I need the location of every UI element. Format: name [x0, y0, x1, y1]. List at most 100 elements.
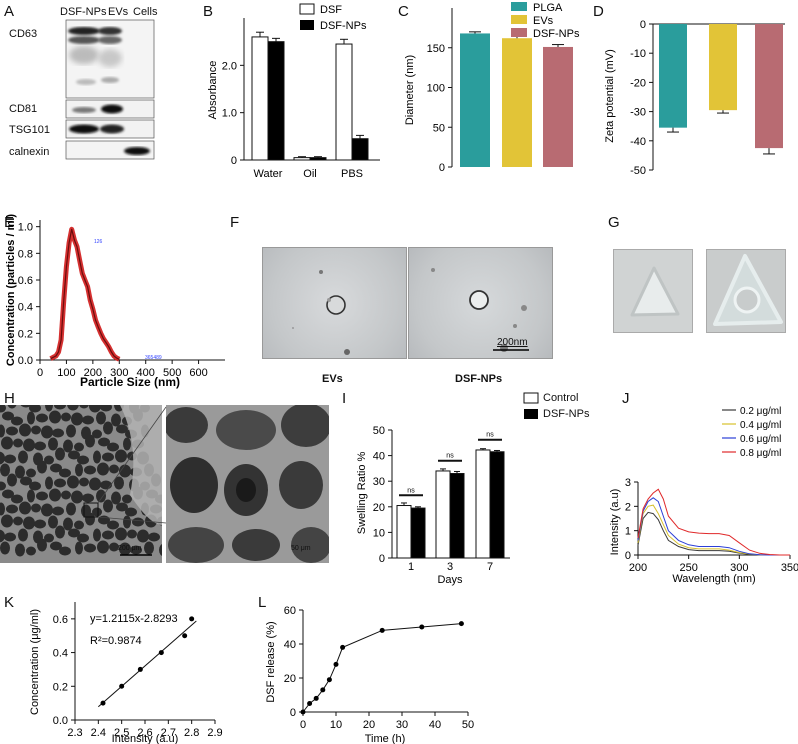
chart-j-xlabel: Wavelength (nm)	[672, 573, 755, 585]
chart-k-fit-line	[98, 620, 197, 708]
sem-pore	[50, 463, 62, 473]
tem-label-evs: EVs	[322, 373, 343, 385]
chart-l-xtick-label: 50	[462, 719, 474, 731]
sem-pore	[74, 442, 84, 452]
chart-l-ytick-label: 20	[284, 673, 296, 685]
sem-pore	[34, 519, 46, 529]
sem-pore	[77, 455, 89, 465]
sem-pore	[4, 454, 16, 464]
chart-i-bar	[435, 470, 451, 559]
blot-marker-tsg101: TSG101	[9, 124, 50, 136]
sem-pore	[84, 543, 96, 553]
sem-pore	[116, 502, 128, 512]
blot-col-evs: EVs	[108, 6, 129, 18]
chart-j-ytick-label: 3	[625, 477, 631, 489]
chart-c-bar	[460, 33, 490, 167]
chart-j-ytick-label: 2	[625, 501, 631, 513]
sem-pore	[0, 502, 5, 516]
sem-pore	[52, 506, 64, 516]
chart-k-equation: y=1.2115x-2.8293	[90, 613, 178, 625]
sem-pore	[36, 491, 48, 501]
sem-pore	[85, 512, 95, 526]
panel-letter-j: J	[622, 390, 630, 407]
chart-k-ytick-label: 0.6	[53, 614, 68, 626]
chart-j-ytick-label: 0	[625, 550, 631, 562]
sem-pore	[93, 450, 101, 464]
chart-e-xtick-label: 300	[110, 367, 128, 379]
chart-c-bar	[502, 38, 532, 168]
sem-pore	[45, 405, 53, 412]
chart-l-point	[326, 677, 332, 683]
sem-pore	[0, 529, 5, 543]
chart-j-ylabel: Intensity (a.u)	[610, 489, 621, 556]
chart-i-bar	[410, 507, 426, 559]
panel-letter-h: H	[4, 390, 15, 407]
sem-pore	[18, 528, 28, 542]
sem-pore	[23, 438, 35, 452]
sem-pore	[48, 515, 58, 529]
sem-pore	[116, 424, 128, 434]
sem-pore	[111, 413, 121, 427]
chart-c-ytick-label: 50	[433, 122, 445, 134]
sem-pore	[132, 517, 144, 527]
sem-pore	[123, 437, 131, 451]
sem-pore	[123, 515, 131, 529]
sem-pore	[109, 542, 119, 552]
panel-letter-f: F	[230, 214, 240, 231]
chart-b-ylabel: Absorbance	[207, 61, 219, 120]
sem-pore	[114, 476, 124, 490]
chart-b-absorbance: 0 1.0 2.0 Water Oil PBS Absorbance DSF DSF-N…	[207, 3, 380, 180]
tem-image-evs	[262, 247, 407, 359]
chart-k-xtick-label: 2.5	[114, 727, 129, 739]
chart-b-ytick-label: 1.0	[222, 108, 237, 120]
sem-pore	[93, 528, 101, 542]
sem-pore	[54, 478, 66, 488]
chart-b-bar	[267, 41, 285, 161]
chart-k-point	[182, 633, 188, 639]
tem-image-dsfnps: 200nm	[408, 247, 553, 359]
chart-k-xtick-label: 2.7	[161, 727, 176, 739]
sem-pore	[92, 507, 102, 517]
chart-k-xtick-label: 2.4	[91, 727, 106, 739]
sem-pore	[44, 455, 54, 465]
sem-pore	[107, 520, 119, 530]
blot-marker-cd81: CD81	[9, 103, 38, 115]
chart-j-series-line	[637, 504, 790, 556]
chart-e-ytick-label: 0.2	[18, 328, 33, 340]
chart-c-legend-evs: EVs	[533, 15, 554, 27]
chart-i-ytick-label: 50	[373, 425, 385, 437]
chart-i-bar	[449, 473, 465, 559]
sem-pore	[13, 438, 23, 448]
chart-b-category-label: Oil	[303, 168, 316, 180]
panel-letter-e: E	[4, 214, 15, 231]
chart-i-category-label: 7	[487, 561, 493, 573]
chart-b-ytick-label: 2.0	[222, 60, 237, 72]
sem-pore	[29, 405, 41, 413]
sem-pore	[148, 532, 160, 542]
chart-i-category-label: 3	[447, 561, 453, 573]
sem-pore	[137, 529, 149, 543]
sem-pore	[59, 468, 71, 478]
chart-e-ytick-label: 1.0	[18, 222, 33, 234]
chart-e-ytick-label: 0.4	[18, 302, 33, 314]
tem-dsfnps-particle	[431, 268, 529, 352]
sem-pore	[15, 465, 25, 479]
chart-b-category-label: Water	[254, 168, 283, 180]
chart-e-ylabel: Concentration (particles / ml)	[5, 214, 17, 367]
sem-pore	[59, 546, 71, 556]
chart-e-tail-label: 365489	[145, 355, 162, 361]
chart-c-diameter: 0 50 100 150 Diameter (nm) PLGA EVs DSF-NPs	[404, 2, 580, 174]
sem-pore	[71, 412, 83, 426]
sem-pore	[68, 528, 80, 538]
panel-letter-l: L	[258, 594, 267, 611]
chart-j-series-line	[637, 497, 790, 556]
chart-l-line	[302, 623, 462, 713]
sem-pore	[122, 494, 132, 504]
chart-l-xtick-label: 30	[396, 719, 408, 731]
chart-i-legend	[523, 392, 539, 419]
hydrogel-photo-1	[613, 249, 693, 333]
chart-c-legend-plga: PLGA	[533, 2, 563, 14]
panel-letter-d: D	[593, 3, 604, 20]
sem-pore	[119, 464, 131, 478]
